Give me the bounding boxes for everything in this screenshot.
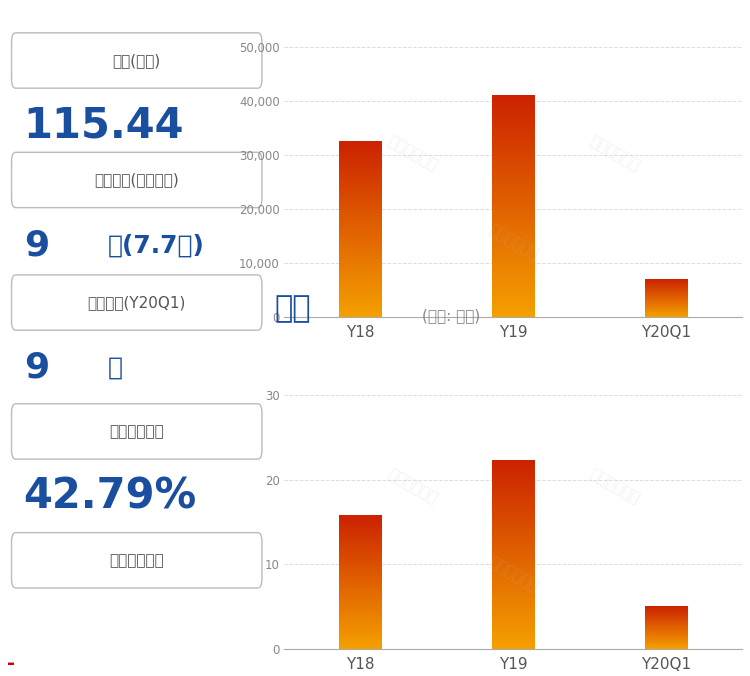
Text: 每日经济新闻: 每日经济新闻 (586, 466, 641, 506)
Text: 大股东质押率: 大股东质押率 (110, 424, 164, 439)
Text: 市値(亿元): 市値(亿元) (112, 53, 160, 68)
Text: 每日经济新闻: 每日经济新闻 (486, 222, 541, 263)
Text: 每日经济新闻: 每日经济新闻 (586, 134, 641, 174)
FancyBboxPatch shape (11, 275, 262, 330)
Text: ％: ％ (108, 356, 123, 380)
FancyBboxPatch shape (11, 533, 262, 588)
Text: 115.44: 115.44 (24, 105, 184, 147)
Text: -: - (8, 654, 16, 673)
Text: 净利同比(Y20Q1): 净利同比(Y20Q1) (88, 295, 186, 310)
Text: 最新监管情况: 最新监管情况 (110, 553, 164, 568)
Text: (单位: 亿元): (单位: 亿元) (422, 308, 480, 322)
Text: 营收: 营收 (274, 294, 311, 322)
Text: 9: 9 (24, 351, 49, 385)
Text: 机构持股(占流通盘): 机构持股(占流通盘) (94, 172, 179, 187)
Text: 每日经济新闻: 每日经济新闻 (486, 554, 541, 595)
Text: 每日经济新闻: 每日经济新闻 (385, 134, 439, 174)
FancyBboxPatch shape (11, 404, 262, 459)
FancyBboxPatch shape (11, 33, 262, 88)
Text: 42.79%: 42.79% (24, 476, 197, 518)
Text: 9: 9 (24, 228, 49, 262)
Text: 每日经济新闻: 每日经济新闻 (385, 466, 439, 506)
Text: 家(7.7％): 家(7.7％) (108, 233, 205, 258)
FancyBboxPatch shape (11, 152, 262, 208)
